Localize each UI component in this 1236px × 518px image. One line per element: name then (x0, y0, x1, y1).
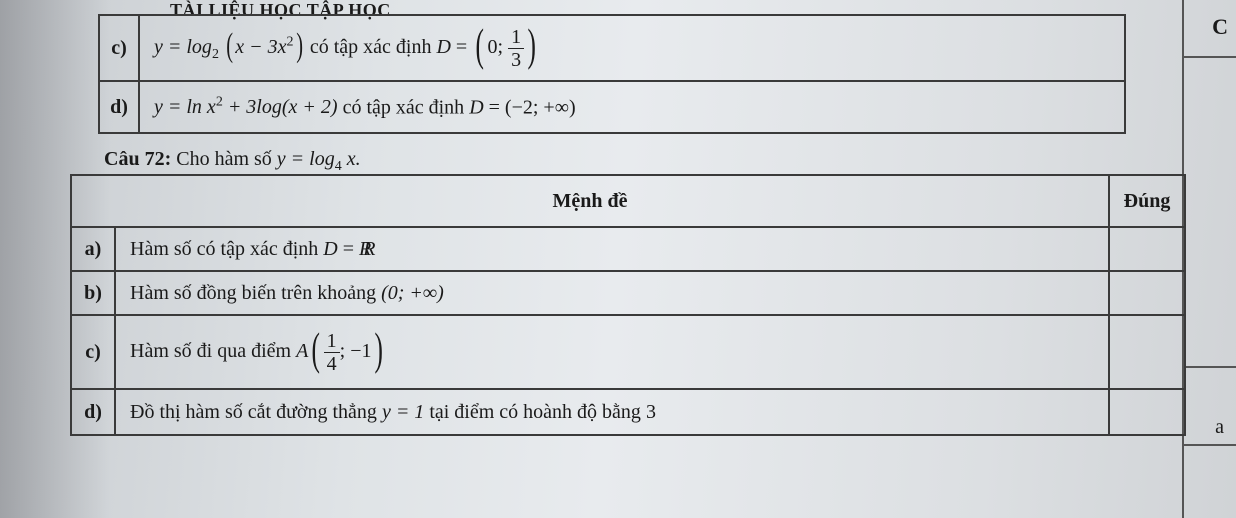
row-d-content: y = ln x2 + 3log(x + 2) có tập xác định … (139, 81, 1125, 133)
question-72-expr-sub: 4 (335, 159, 342, 174)
row-d-sup: 2 (216, 95, 223, 110)
row-c-paren-open: ( (226, 32, 233, 61)
row-c2-sep: ; −1 (340, 340, 372, 362)
question-72-label: Câu 72: (104, 148, 171, 170)
row-c-frac-den: 3 (508, 49, 524, 70)
row-a2-t1: Hàm số có tập xác định (130, 238, 323, 260)
row-d2-ans (1109, 389, 1185, 435)
row-c-y: y = log (154, 36, 212, 58)
row-d-mid: có tập xác định (343, 96, 470, 118)
row-d2-t2: tại điểm có hoành độ bằng (429, 401, 646, 423)
row-b2-int: (0; +∞) (381, 282, 444, 304)
row-a2: a) Hàm số có tập xác định D = R (71, 227, 1185, 271)
row-d-D: D (469, 96, 483, 118)
right-margin-cell-mid (1182, 366, 1236, 446)
row-a2-R: R (359, 238, 369, 260)
row-b2-label: b) (71, 271, 115, 315)
row-c2-frac: 1 4 (324, 331, 340, 374)
row-d-eq: = (−2; +∞) (484, 96, 576, 118)
block2-header-right: Đúng (1109, 175, 1185, 227)
question-72-expr-post: x. (342, 148, 361, 170)
row-c-sup: 2 (287, 34, 294, 49)
row-c: c) y = log2 (x − 3x2) có tập xác định D … (99, 15, 1125, 81)
row-a2-eq: = (338, 238, 359, 260)
row-c2-open: ( (312, 331, 320, 368)
block2-header: Mệnh đề Đúng (71, 175, 1185, 227)
row-c-bigclose: ) (528, 27, 536, 64)
row-c-bigopen: ( (476, 27, 484, 64)
question-72-expr-pre: y = log (277, 148, 335, 170)
options-block-2: Mệnh đề Đúng a) Hàm số có tập xác định D… (70, 174, 1186, 436)
row-d-label: d) (99, 81, 139, 133)
row-c2: c) Hàm số đi qua điểm A( 1 4 ; −1) (71, 315, 1185, 389)
row-b2-content: Hàm số đồng biến trên khoảng (0; +∞) (115, 271, 1109, 315)
row-a2-content: Hàm số có tập xác định D = R (115, 227, 1109, 271)
block2-header-main: Mệnh đề (71, 175, 1109, 227)
row-d-pre: y = ln x (154, 96, 216, 118)
row-c-paren-close: ) (296, 32, 303, 61)
row-a2-D: D (323, 238, 337, 260)
row-c-D: D (436, 36, 450, 58)
row-c2-A: A (296, 340, 308, 362)
row-c2-t1: Hàm số đi qua điểm (130, 340, 296, 362)
row-d2-content: Đồ thị hàm số cắt đường thẳng y = 1 tại … (115, 389, 1109, 435)
row-c2-frac-n: 1 (324, 331, 340, 353)
row-b2: b) Hàm số đồng biến trên khoảng (0; +∞) (71, 271, 1185, 315)
row-d2: d) Đồ thị hàm số cắt đường thẳng y = 1 t… (71, 389, 1185, 435)
row-c-eq: = (451, 36, 472, 58)
options-block-1: c) y = log2 (x − 3x2) có tập xác định D … (98, 14, 1126, 134)
row-b2-t1: Hàm số đồng biến trên khoảng (130, 282, 381, 304)
question-72-lead: Cho hàm số (176, 148, 277, 170)
row-c2-ans (1109, 315, 1185, 389)
row-d2-label: d) (71, 389, 115, 435)
row-d-mid1: + 3log(x + 2) (223, 96, 338, 118)
row-c-frac-num: 1 (508, 27, 524, 49)
row-c2-label: c) (71, 315, 115, 389)
row-c-sub: 2 (212, 47, 219, 62)
row-d2-t1: Đồ thị hàm số cắt đường thẳng (130, 401, 382, 423)
right-margin-letter-a: a (1215, 416, 1224, 439)
row-a2-ans (1109, 227, 1185, 271)
row-c-content: y = log2 (x − 3x2) có tập xác định D = (… (139, 15, 1125, 81)
row-b2-ans (1109, 271, 1185, 315)
question-72: Câu 72: Cho hàm số y = log4 x. (104, 148, 361, 175)
row-c-mid: có tập xác định (310, 36, 437, 58)
row-d: d) y = ln x2 + 3log(x + 2) có tập xác đị… (99, 81, 1125, 133)
row-d2-val: 3 (646, 401, 656, 423)
page: TÀI LIỆU HỌC TẬP HỌC C a c) y = log2 (x … (0, 0, 1236, 518)
row-c-zero: 0; (488, 36, 504, 58)
row-c-frac: 1 3 (508, 27, 524, 70)
row-d2-y: y = 1 (382, 401, 424, 423)
right-margin-letter-c: C (1212, 14, 1228, 40)
row-c-inner: x − 3x (235, 36, 286, 58)
row-c2-frac-d: 4 (324, 353, 340, 374)
row-a2-label: a) (71, 227, 115, 271)
row-c2-content: Hàm số đi qua điểm A( 1 4 ; −1) (115, 315, 1109, 389)
row-c-label: c) (99, 15, 139, 81)
row-c2-close: ) (375, 331, 383, 368)
